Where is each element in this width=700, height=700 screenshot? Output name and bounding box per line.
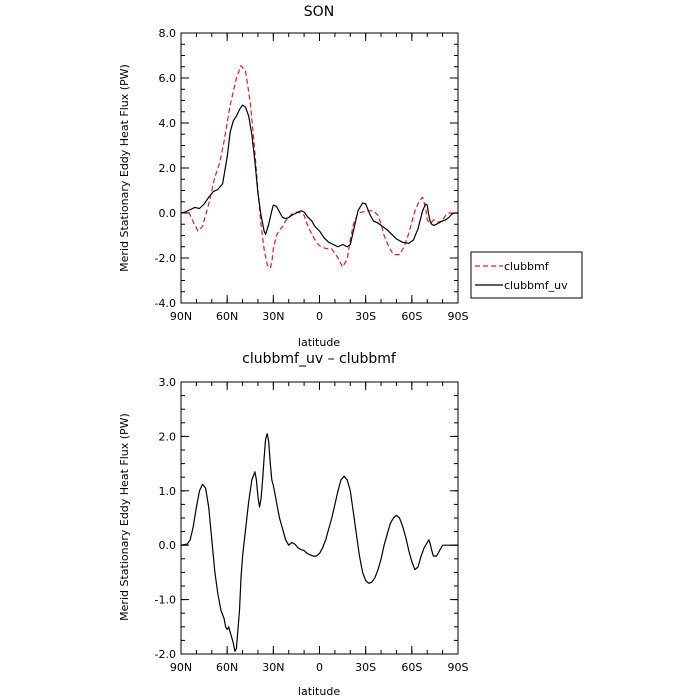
top-y-axis-label: Merid Stationary Eddy Heat Flux (PW) bbox=[118, 64, 131, 272]
bottom-y-tick-label: 3.0 bbox=[159, 376, 177, 389]
bottom-y-axis-label: Merid Stationary Eddy Heat Flux (PW) bbox=[118, 413, 131, 621]
bottom-x-tick-label: 30S bbox=[355, 661, 376, 674]
top-series-line-clubbmf-uv bbox=[180, 104, 458, 248]
top-y-tick-label: 6.0 bbox=[159, 72, 177, 85]
top-x-tick-label: 90S bbox=[448, 310, 469, 323]
bottom-y-tick-label: 1.0 bbox=[159, 485, 177, 498]
bottom-x-tick-label: 30N bbox=[262, 661, 284, 674]
bottom-x-tick-label: 60S bbox=[401, 661, 422, 674]
top-y-tick-label: 2.0 bbox=[159, 162, 177, 175]
top-x-tick-label: 0 bbox=[316, 310, 323, 323]
top-x-tick-label: 30S bbox=[355, 310, 376, 323]
top-y-tick-label: 8.0 bbox=[159, 27, 177, 40]
bottom-x-tick-label: 90S bbox=[448, 661, 469, 674]
bottom-plot-area: 90N 60N 30N 0 30S 60S 90S -2.0 -1.0 0.0 1.0 2.0 3.0 bbox=[155, 376, 469, 674]
top-x-tick-label: 90N bbox=[170, 310, 192, 323]
bottom-y-tick-label: -2.0 bbox=[155, 648, 176, 661]
bottom-chart-title: clubbmf_uv – clubbmf bbox=[242, 351, 397, 367]
legend-label-clubbmf-uv: clubbmf_uv bbox=[504, 279, 568, 292]
top-y-tick-label: 4.0 bbox=[159, 117, 177, 130]
top-x-tick-label: 30N bbox=[262, 310, 284, 323]
bottom-plot-frame bbox=[180, 381, 459, 655]
legend: clubbmf clubbmf_uv bbox=[470, 251, 583, 299]
top-x-tick-label: 60N bbox=[216, 310, 238, 323]
legend-label-clubbmf: clubbmf bbox=[504, 260, 550, 273]
top-x-tick-label: 60S bbox=[401, 310, 422, 323]
bottom-x-tick-label: 60N bbox=[216, 661, 238, 674]
top-plot-area: 90N 60N 30N 0 30S 60S 90S -4.0 -2.0 0.0 2.0 4.0 6.0 8… bbox=[155, 27, 469, 323]
bottom-y-tick-label: 2.0 bbox=[159, 430, 177, 443]
top-chart-title: SON bbox=[304, 4, 334, 20]
top-series-line-clubbmf bbox=[180, 64, 458, 269]
bottom-series-line-1 bbox=[180, 433, 458, 652]
bottom-x-axis-label: latitude bbox=[298, 685, 340, 698]
top-y-tick-label: -4.0 bbox=[155, 297, 176, 310]
top-y-tick-label: 0.0 bbox=[159, 207, 177, 220]
bottom-x-tick-label: 90N bbox=[170, 661, 192, 674]
top-plot-frame bbox=[180, 32, 459, 304]
bottom-y-tick-label: 0.0 bbox=[159, 539, 177, 552]
bottom-x-tick-label: 0 bbox=[316, 661, 323, 674]
bottom-y-tick-label: -1.0 bbox=[155, 594, 176, 607]
legend-box bbox=[470, 251, 583, 299]
top-x-axis-label: latitude bbox=[298, 336, 340, 349]
top-y-tick-label: -2.0 bbox=[155, 252, 176, 265]
